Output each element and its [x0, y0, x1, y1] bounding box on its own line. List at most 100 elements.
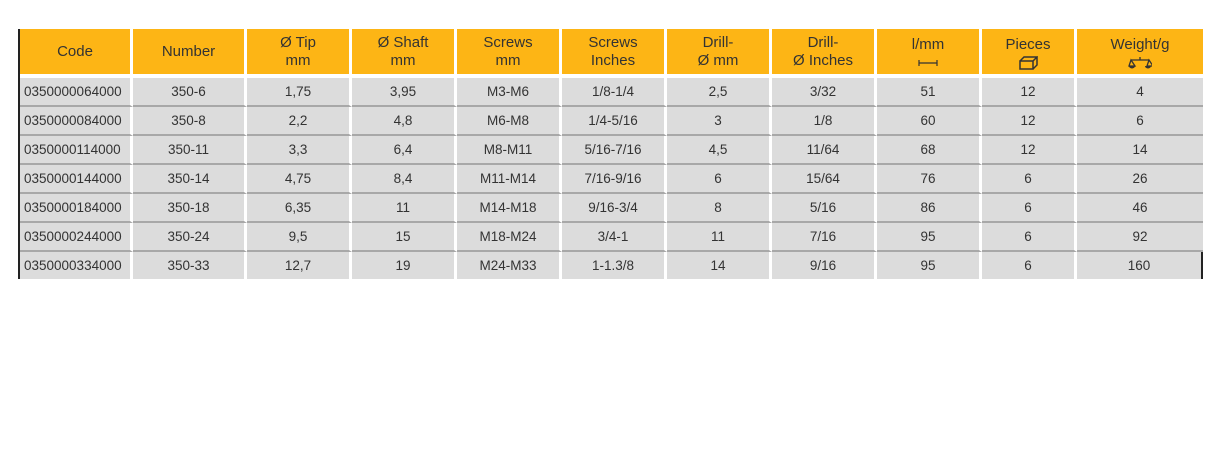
table-cell: 15	[352, 223, 457, 252]
table-row: 0350000244000 350-24 9,5 15 M18-M24 3/4-1 11 7/…	[20, 223, 1203, 252]
table-cell: 95	[877, 223, 982, 252]
column-header: Number	[133, 29, 247, 78]
table-cell: 8	[667, 194, 772, 223]
header-unit: Inches	[590, 51, 636, 69]
table-row: 0350000114000 350-11 3,3 6,4 M8-M11 5/16-7/16…	[20, 136, 1203, 165]
table-cell: 0350000184000	[20, 194, 133, 223]
header-unit: mm	[390, 51, 416, 69]
table-cell: 6	[667, 165, 772, 194]
table-cell: 0350000244000	[20, 223, 133, 252]
table-cell: 4	[1077, 78, 1203, 107]
table-cell: 1/4-5/16	[562, 107, 667, 136]
header-unit: mm	[285, 51, 311, 69]
table-cell: 15/64	[772, 165, 877, 194]
table-cell: 350-6	[133, 78, 247, 107]
header-label: Screws	[483, 33, 533, 51]
table-cell: 9/16-3/4	[562, 194, 667, 223]
table-cell: M18-M24	[457, 223, 562, 252]
column-header: l/mm	[877, 29, 982, 78]
table-cell: 7/16	[772, 223, 877, 252]
table-cell: 3	[667, 107, 772, 136]
column-header: Screws mm	[457, 29, 562, 78]
table-cell: 19	[352, 252, 457, 279]
table-cell: 350-14	[133, 165, 247, 194]
table-cell: 26	[1077, 165, 1203, 194]
table-cell: 350-11	[133, 136, 247, 165]
table-cell: 350-18	[133, 194, 247, 223]
table-cell: 6	[1077, 107, 1203, 136]
table-cell: 2,2	[247, 107, 352, 136]
column-header: Drill- Ø mm	[667, 29, 772, 78]
header-label: Ø Shaft	[377, 33, 429, 51]
header-label: Drill-	[702, 33, 734, 51]
header-label: Code	[57, 42, 93, 60]
table-row: 0350000084000 350-8 2,2 4,8 M6-M8 1/4-5/16 3 1/…	[20, 107, 1203, 136]
table-cell: 95	[877, 252, 982, 279]
table-cell: 6,35	[247, 194, 352, 223]
table-cell: 4,75	[247, 165, 352, 194]
column-header: Drill- Ø Inches	[772, 29, 877, 78]
table-row: 0350000184000 350-18 6,35 11 M14-M18 9/16-3/4…	[20, 194, 1203, 223]
table-cell: 12	[982, 136, 1077, 165]
table-cell: M8-M11	[457, 136, 562, 165]
table-cell: M11-M14	[457, 165, 562, 194]
table-row: 0350000144000 350-14 4,75 8,4 M11-M14 7/16-9/…	[20, 165, 1203, 194]
table-cell: 51	[877, 78, 982, 107]
column-header: Ø Shaft mm	[352, 29, 457, 78]
table-cell: 1-1.3/8	[562, 252, 667, 279]
header-label: Ø Tip	[280, 33, 316, 51]
table-cell: 350-8	[133, 107, 247, 136]
table-cell: 6	[982, 223, 1077, 252]
length-dimension-icon	[877, 54, 979, 68]
table-cell: 160	[1077, 252, 1203, 279]
table-cell: 350-33	[133, 252, 247, 279]
table-cell: 0350000064000	[20, 78, 133, 107]
table-cell: 6	[982, 165, 1077, 194]
column-header: Weight/g	[1077, 29, 1203, 78]
header-unit: mm	[495, 51, 521, 69]
header-unit: Ø mm	[697, 51, 739, 69]
table-cell: 6	[982, 194, 1077, 223]
table-cell: 6	[982, 252, 1077, 279]
scale-icon	[1077, 54, 1203, 69]
table-cell: 8,4	[352, 165, 457, 194]
table-cell: 86	[877, 194, 982, 223]
table-cell: M24-M33	[457, 252, 562, 279]
header-label: Drill-	[807, 33, 839, 51]
table-cell: 12	[982, 78, 1077, 107]
header-label: Pieces	[1005, 35, 1051, 53]
table-cell: 3,3	[247, 136, 352, 165]
table-cell: 92	[1077, 223, 1203, 252]
table-cell: 4,5	[667, 136, 772, 165]
table-row: 0350000334000 350-33 12,7 19 M24-M33 1-1.3/8 1…	[20, 252, 1203, 279]
table-cell: 60	[877, 107, 982, 136]
table-cell: M6-M8	[457, 107, 562, 136]
table-cell: 46	[1077, 194, 1203, 223]
table-cell: 7/16-9/16	[562, 165, 667, 194]
table-cell: 11/64	[772, 136, 877, 165]
header-label: Screws	[588, 33, 638, 51]
header-row: Code Number Ø Tip mm Ø Shaft mm Screws mm Screws…	[20, 29, 1203, 78]
table-cell: 12	[982, 107, 1077, 136]
table-cell: 14	[1077, 136, 1203, 165]
table-cell: 1,75	[247, 78, 352, 107]
table-cell: 68	[877, 136, 982, 165]
column-header: Ø Tip mm	[247, 29, 352, 78]
table-cell: 2,5	[667, 78, 772, 107]
header-unit: Ø Inches	[792, 51, 854, 69]
table-cell: 1/8-1/4	[562, 78, 667, 107]
table-cell: 11	[352, 194, 457, 223]
table-cell: 0350000334000	[20, 252, 133, 279]
table-cell: M14-M18	[457, 194, 562, 223]
table-cell: M3-M6	[457, 78, 562, 107]
table-cell: 12,7	[247, 252, 352, 279]
header-label: Number	[161, 42, 216, 60]
table-cell: 350-24	[133, 223, 247, 252]
table-row: 0350000064000 350-6 1,75 3,95 M3-M6 1/8-1/4 2,…	[20, 78, 1203, 107]
table-cell: 0350000144000	[20, 165, 133, 194]
table-cell: 1/8	[772, 107, 877, 136]
column-header: Pieces	[982, 29, 1077, 78]
table-cell: 9/16	[772, 252, 877, 279]
header-label: l/mm	[911, 35, 945, 53]
table-cell: 11	[667, 223, 772, 252]
